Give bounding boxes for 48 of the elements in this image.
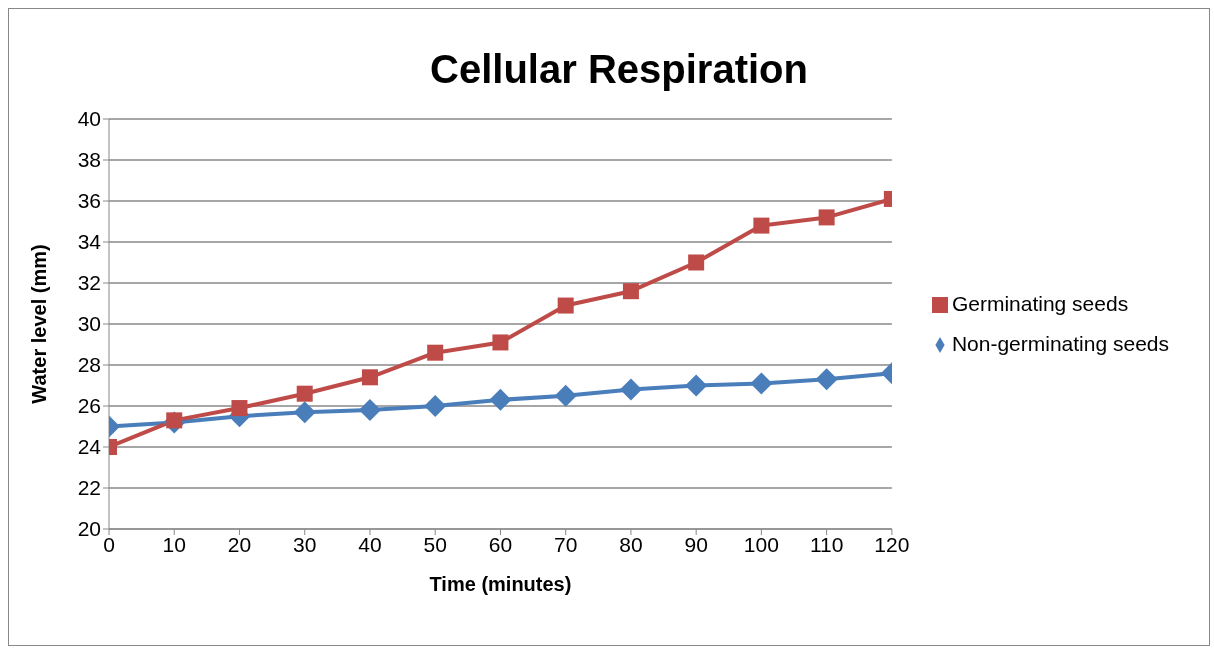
point — [492, 334, 509, 351]
legend-label: Non-germinating seeds — [951, 332, 1169, 355]
y-tick-label: 20 — [77, 517, 101, 541]
y-axis-title: Water level (mm) — [28, 244, 51, 404]
x-tick-label: 100 — [743, 532, 779, 556]
point — [554, 384, 577, 407]
y-tick-label: 22 — [77, 476, 101, 500]
point — [361, 369, 378, 386]
x-tick-label: 0 — [103, 532, 115, 556]
x-tick-label: 20 — [227, 532, 252, 556]
x-tick-label: 40 — [358, 532, 382, 556]
point — [753, 217, 770, 234]
point — [818, 209, 835, 226]
point — [293, 401, 316, 424]
y-tick-label: 30 — [77, 312, 101, 336]
x-tick-label: 50 — [423, 532, 447, 556]
x-tick-label: 80 — [619, 532, 643, 556]
x-tick-label: 90 — [684, 532, 708, 556]
x-tick-label: 30 — [293, 532, 317, 556]
y-tick-label: 40 — [77, 107, 101, 131]
y-tick-label: 28 — [77, 353, 101, 377]
x-tick-label: 60 — [488, 532, 513, 556]
y-tick-label: 36 — [77, 189, 101, 213]
y-tick-label: 38 — [77, 148, 101, 172]
x-tick-label: 110 — [809, 532, 844, 556]
y-tick-label: 24 — [77, 435, 102, 459]
point — [296, 385, 313, 402]
y-tick-label: 32 — [77, 271, 101, 295]
x-tick-label: 10 — [162, 532, 186, 556]
point — [815, 368, 838, 391]
point — [750, 372, 773, 395]
x-tick-label: 70 — [554, 532, 578, 556]
point — [424, 395, 447, 417]
point — [231, 400, 248, 417]
x-axis-title: Time (minutes) — [429, 573, 572, 595]
legend-label: Germinating seeds — [951, 292, 1129, 315]
point — [557, 297, 574, 314]
point — [619, 378, 642, 401]
x-tick-label: 120 — [874, 532, 910, 556]
y-tick-label: 34 — [77, 230, 102, 254]
point — [358, 399, 381, 422]
y-tick-label: 26 — [77, 394, 101, 418]
point — [622, 283, 639, 300]
point — [688, 254, 705, 271]
point — [685, 374, 708, 397]
point — [427, 344, 444, 361]
point — [489, 388, 512, 411]
chart-title: Cellular Respiration — [429, 47, 809, 92]
